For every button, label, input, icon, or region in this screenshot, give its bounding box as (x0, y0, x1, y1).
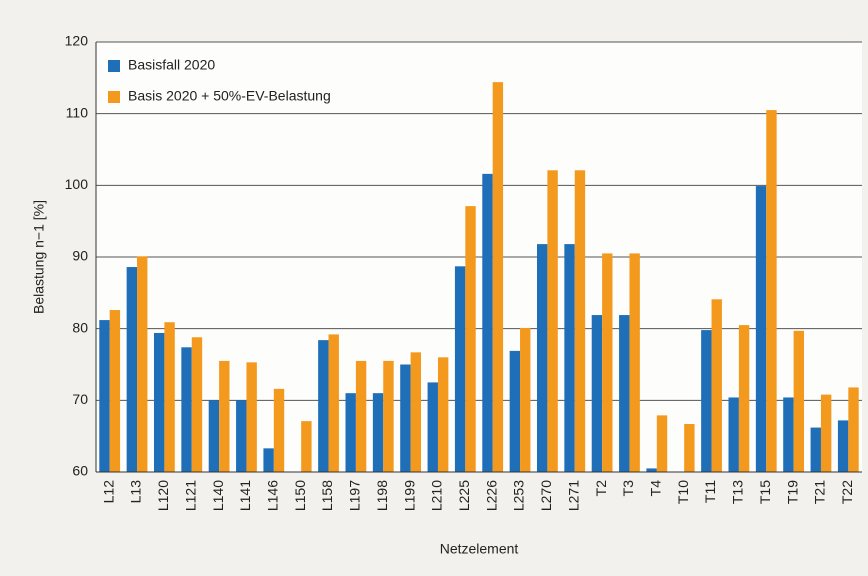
bar (345, 393, 356, 472)
x-tick-label: L120 (155, 480, 171, 511)
bar (837, 420, 849, 472)
bar (564, 244, 575, 472)
legend-swatch (108, 60, 120, 72)
bar (318, 340, 329, 472)
bar (465, 206, 476, 472)
bar (629, 253, 640, 472)
legend-label: Basisfall 2020 (128, 57, 215, 73)
x-tick-label: L270 (538, 480, 554, 511)
bar (328, 334, 339, 472)
y-tick-label: 70 (72, 391, 88, 407)
bar (810, 427, 821, 472)
bar (301, 421, 312, 472)
bar (711, 299, 722, 472)
bar (783, 397, 794, 472)
bar (793, 330, 805, 472)
x-tick-label: T21 (812, 480, 828, 504)
bar (766, 110, 777, 472)
x-axis-label: Netzelement (440, 541, 519, 557)
x-tick-label: T2 (593, 480, 609, 497)
y-axis-label: Belastung n−1 [%] (31, 200, 47, 314)
bar (755, 186, 767, 473)
y-tick-label: 80 (72, 319, 88, 335)
bar (602, 253, 613, 472)
bar (656, 415, 668, 472)
bar (383, 360, 394, 472)
bar (482, 173, 493, 472)
bar (164, 322, 175, 472)
x-tick-label: L226 (483, 480, 499, 511)
bar (372, 393, 384, 472)
x-tick-label: L197 (347, 480, 363, 511)
x-tick-label: T22 (839, 480, 855, 504)
x-tick-label: T15 (757, 480, 773, 504)
y-tick-label: 110 (66, 104, 89, 120)
x-tick-label: L199 (401, 480, 417, 511)
bar (646, 468, 657, 472)
legend-swatch (108, 91, 120, 103)
bar (619, 315, 630, 472)
bar (273, 388, 285, 472)
bar (208, 400, 220, 472)
bar (728, 397, 739, 472)
x-tick-label: L121 (182, 480, 198, 511)
bar (219, 360, 230, 472)
bar (109, 310, 121, 472)
x-tick-label: L253 (511, 480, 527, 511)
bar (246, 362, 257, 472)
bar (191, 337, 203, 472)
y-tick-label: 120 (65, 33, 89, 49)
bar (153, 332, 165, 472)
bar (437, 357, 449, 472)
y-tick-label: 90 (72, 248, 88, 264)
x-tick-label: L146 (265, 480, 281, 511)
bar (738, 325, 750, 472)
x-tick-label: T10 (675, 480, 691, 504)
bar (684, 423, 695, 472)
bar (547, 170, 558, 473)
bar (520, 327, 531, 472)
bar (509, 350, 521, 472)
x-tick-label: L150 (292, 480, 308, 511)
bar (263, 448, 274, 472)
x-tick-label: L198 (374, 480, 390, 511)
bar (536, 244, 548, 472)
x-tick-label: L140 (210, 480, 226, 511)
bar (181, 347, 192, 472)
x-tick-label: L271 (565, 480, 581, 511)
bar (99, 320, 110, 472)
x-tick-label: T19 (784, 480, 800, 504)
x-tick-label: L13 (128, 480, 144, 504)
x-tick-label: T3 (620, 480, 636, 497)
bar (126, 267, 138, 472)
x-tick-label: L210 (429, 480, 445, 511)
bar (410, 352, 422, 472)
y-tick-label: 100 (65, 176, 89, 192)
bar (848, 387, 859, 472)
x-tick-label: T4 (648, 480, 664, 497)
bar (355, 360, 367, 472)
bar (400, 364, 411, 472)
bar (454, 266, 466, 472)
legend-label: Basis 2020 + 50%-EV-Belastung (128, 88, 331, 104)
bar (701, 330, 712, 472)
bar (137, 256, 148, 472)
bar (492, 82, 504, 472)
bar (236, 400, 247, 472)
x-tick-label: L141 (237, 480, 253, 511)
bar (591, 315, 603, 472)
x-tick-label: L225 (456, 480, 472, 511)
x-tick-label: T11 (702, 480, 718, 503)
y-tick-label: 60 (72, 463, 88, 479)
x-tick-label: L158 (319, 480, 335, 511)
x-tick-label: L12 (100, 480, 116, 504)
bar (574, 170, 586, 473)
bar (820, 394, 832, 472)
bar (427, 382, 438, 472)
x-tick-label: T13 (730, 480, 746, 504)
